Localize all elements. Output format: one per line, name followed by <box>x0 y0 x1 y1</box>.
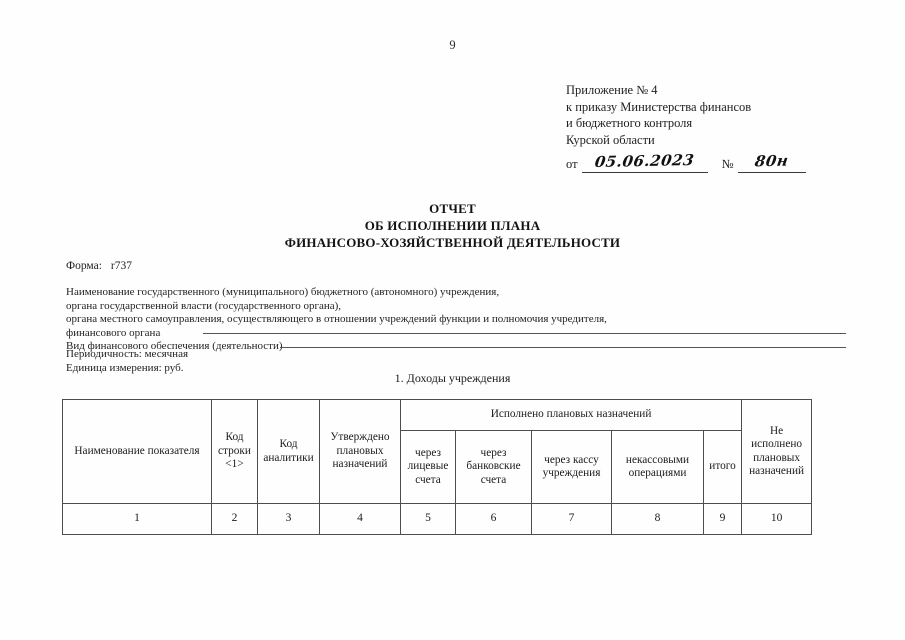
table-head-row-2: через лицевые счета через банковские сче… <box>63 430 812 504</box>
organization-description: Наименование государственного (муниципал… <box>66 286 856 354</box>
funding-type-fill-line[interactable] <box>280 347 846 348</box>
unit-text: Единица измерения: руб. <box>66 361 184 374</box>
document-title: ОТЧЕТ ОБ ИСПОЛНЕНИИ ПЛАНА ФИНАНСОВО-ХОЗЯ… <box>0 200 905 251</box>
col-number-8: 8 <box>611 503 704 535</box>
th-total: итого <box>702 430 743 504</box>
number-handwriting: 80н <box>753 151 790 171</box>
col-number-9: 9 <box>702 503 743 535</box>
th-not-executed: Не исполнено плановых назначений <box>741 399 813 504</box>
periodicity-text: Периодичность: месячная <box>66 348 189 360</box>
income-table-wrapper: Наименование показателя Код строки <1> К… <box>62 399 813 535</box>
financial-body-fill-line[interactable] <box>203 333 846 334</box>
th-analytics-code: Код аналитики <box>257 399 320 504</box>
form-code-value: r737 <box>110 260 133 272</box>
title-line-1: ОТЧЕТ <box>429 201 476 216</box>
col-number-5: 5 <box>400 503 456 535</box>
date-value-field[interactable]: 05.06.2023 <box>581 150 708 173</box>
th-row-code: Код строки <1> <box>211 399 258 504</box>
report-meta: Периодичность: месячная Единица измерени… <box>66 348 188 375</box>
approval-date-row: от 05.06.2023 № 80н <box>566 150 866 173</box>
col-number-10: 10 <box>741 503 813 535</box>
approval-line-2: к приказу Министерства финансов <box>566 99 752 114</box>
number-label: № <box>721 157 734 171</box>
th-approved: Утверждено плановых назначений <box>319 399 401 504</box>
approval-line-4: Курской области <box>566 132 655 147</box>
col-number-2: 2 <box>211 503 258 535</box>
col-number-7: 7 <box>531 503 612 535</box>
table-row: 1 2 3 4 5 6 7 8 9 10 <box>62 503 813 535</box>
form-code-label: Форма: <box>66 260 102 272</box>
th-via-personal-accounts: через лицевые счета <box>400 430 456 504</box>
org-line-4: финансового органа <box>66 326 161 339</box>
th-executed-group: Исполнено плановых назначений <box>399 399 743 431</box>
org-line-2: органа государственной власти (государст… <box>66 299 342 312</box>
date-label: от <box>566 157 578 171</box>
th-name: Наименование показателя <box>62 399 212 504</box>
th-via-bank-accounts: через банковские счета <box>455 430 532 504</box>
page-number: 9 <box>449 38 456 52</box>
org-line-5: Вид финансового обеспечения (деятельност… <box>66 340 283 353</box>
th-non-cash-ops: некассовыми операциями <box>611 430 704 504</box>
income-table: Наименование показателя Код строки <1> К… <box>62 399 813 535</box>
approval-block: Приложение № 4 к приказу Министерства фи… <box>566 82 866 173</box>
section-heading: 1. Доходы учреждения <box>394 371 511 385</box>
table-head: Наименование показателя Код строки <1> К… <box>62 399 813 504</box>
col-number-6: 6 <box>455 503 532 535</box>
table-body: 1 2 3 4 5 6 7 8 9 10 <box>62 503 813 535</box>
col-number-1: 1 <box>62 503 212 535</box>
col-number-3: 3 <box>257 503 320 535</box>
approval-line-1: Приложение № 4 <box>566 83 658 97</box>
th-via-cash-desk: через кассу учреждения <box>531 430 612 504</box>
date-handwriting: 05.06.2023 <box>593 150 696 172</box>
col-number-4: 4 <box>319 503 401 535</box>
org-line-3: органа местного самоуправления, осуществ… <box>66 313 607 326</box>
title-line-2: ОБ ИСПОЛНЕНИИ ПЛАНА <box>364 218 541 233</box>
approval-line-3: и бюджетного контроля <box>566 116 693 130</box>
title-line-3: ФИНАНСОВО-ХОЗЯЙСТВЕННОЙ ДЕЯТЕЛЬНОСТИ <box>284 235 621 250</box>
number-value-field[interactable]: 80н <box>737 151 806 173</box>
org-line-1: Наименование государственного (муниципал… <box>66 286 500 298</box>
form-code: Форма: r737 <box>66 260 132 272</box>
table-head-row-1: Наименование показателя Код строки <1> К… <box>62 399 813 504</box>
